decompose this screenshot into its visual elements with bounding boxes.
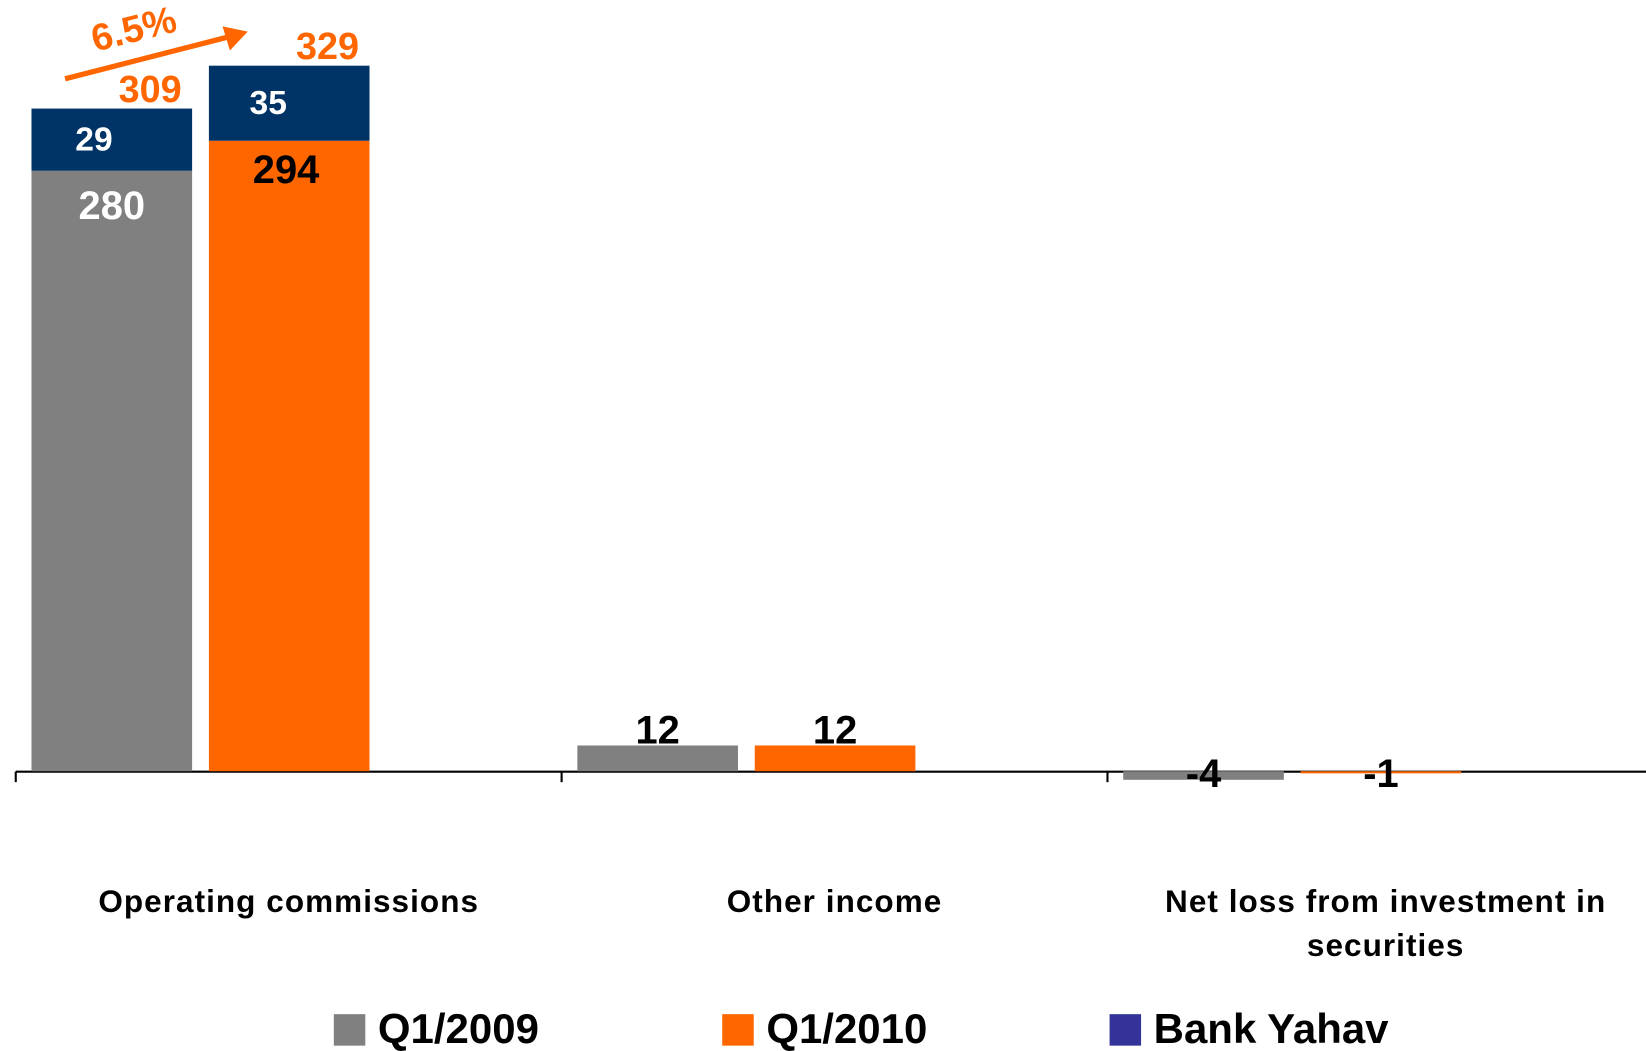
bar — [208, 140, 370, 772]
stack-segment — [31, 108, 193, 171]
arrow-head — [222, 26, 248, 51]
bar — [1300, 771, 1462, 774]
label-line: securities — [1307, 927, 1465, 963]
legend-swatch — [1109, 1014, 1142, 1046]
bar — [1123, 771, 1284, 780]
total-label: 309 — [119, 69, 182, 111]
total-label: 329 — [296, 26, 359, 68]
data-label: -1 — [1363, 752, 1398, 796]
data-label: 35 — [250, 85, 287, 122]
growth-arrow — [64, 26, 248, 82]
bar — [577, 745, 738, 772]
legend-swatch — [333, 1014, 366, 1046]
data-label: 12 — [635, 708, 679, 752]
data-label: 280 — [79, 184, 146, 228]
data-label: 12 — [813, 708, 857, 752]
label-line: Net loss from investment in — [1165, 883, 1606, 919]
legend-label: Q1/2010 — [766, 1005, 927, 1051]
arrow-line — [64, 34, 230, 82]
x-tick-label: Other income — [727, 883, 943, 919]
bar — [31, 170, 193, 772]
legend-swatch — [722, 1014, 754, 1046]
x-tick-label: Net loss from investment in securities — [1165, 883, 1606, 963]
bar — [754, 745, 916, 772]
stack-segment — [208, 65, 370, 141]
legend-label: Bank Yahav — [1154, 1005, 1390, 1051]
data-label: 294 — [253, 148, 320, 192]
legend-label: Q1/2009 — [378, 1005, 539, 1051]
data-label: 29 — [75, 122, 112, 159]
data-label: -4 — [1186, 752, 1221, 796]
x-tick-label: Operating commissions — [98, 883, 479, 919]
